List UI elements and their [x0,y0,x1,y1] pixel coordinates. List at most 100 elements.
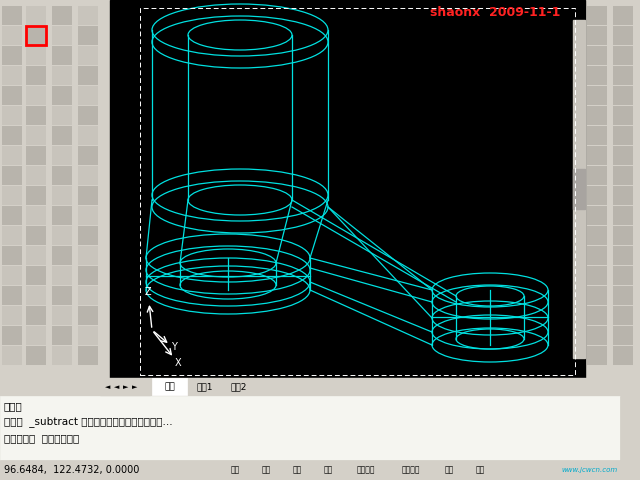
Bar [26,6,46,25]
Bar [52,106,72,125]
Text: 正交: 正交 [292,466,301,475]
Bar [52,26,72,45]
Bar [52,66,72,85]
Text: ◄: ◄ [106,384,111,390]
Bar [152,378,187,395]
Bar [78,126,98,145]
Bar [78,66,98,85]
Bar [2,26,22,45]
Text: 选择对象：  指定对角点：: 选择对象： 指定对角点： [4,433,79,443]
Bar [2,46,22,65]
Bar [587,246,607,265]
Bar [78,6,98,25]
Text: ►: ► [132,384,138,390]
Bar [587,286,607,305]
Bar [26,126,46,145]
Bar [52,226,72,245]
Bar [2,186,22,205]
Bar [78,346,98,365]
Bar [26,186,46,205]
Bar [78,186,98,205]
Bar [78,246,98,265]
Bar [52,326,72,345]
Bar [52,6,72,25]
Bar [613,326,633,345]
Text: 命令：  _subtract 选择要从中减去的实体或面域...: 命令： _subtract 选择要从中减去的实体或面域... [4,417,173,428]
Bar [587,86,607,105]
Bar [78,306,98,325]
Bar [78,206,98,225]
Bar [587,186,607,205]
Bar [313,461,343,479]
Bar [223,378,255,395]
Bar [613,246,633,265]
Bar [620,396,640,460]
Bar [52,246,72,265]
Bar [2,126,22,145]
Text: 捕捉: 捕捉 [230,466,239,475]
Bar [26,86,46,105]
Text: 对象追踪: 对象追踪 [402,466,420,475]
Text: 命令：: 命令： [4,401,23,411]
Bar [52,46,72,65]
Bar [78,106,98,125]
Bar [52,166,72,185]
Bar [613,86,633,105]
Bar [573,169,585,209]
Text: ►: ► [124,384,129,390]
Bar [0,460,640,480]
Bar [2,106,22,125]
Bar [434,461,464,479]
Bar [78,166,98,185]
Bar [52,146,72,165]
Bar [251,461,281,479]
Bar [587,346,607,365]
Bar [587,126,607,145]
Bar [52,266,72,285]
Bar [2,206,22,225]
Bar [110,0,585,378]
Text: 布兲1: 布兲1 [196,383,213,392]
Bar [26,306,46,325]
Bar [26,66,46,85]
Bar [613,146,633,165]
Bar [26,246,46,265]
Bar [0,378,640,396]
Bar [26,106,46,125]
Bar [2,166,22,185]
Bar [2,246,22,265]
Text: Y: Y [171,342,177,352]
Text: www.jcwcn.com: www.jcwcn.com [562,467,618,473]
Bar [613,266,633,285]
Bar [587,306,607,325]
Bar [587,226,607,245]
Bar [2,146,22,165]
Bar [26,26,46,45]
Bar [78,286,98,305]
Bar [2,66,22,85]
Bar [78,266,98,285]
Bar [78,146,98,165]
Bar [573,20,585,358]
Bar [2,86,22,105]
Bar [613,306,633,325]
Bar [220,461,250,479]
Bar [613,66,633,85]
Text: 模型: 模型 [476,466,484,475]
Bar [613,346,633,365]
Bar [587,326,607,345]
Bar [140,8,575,375]
Bar [2,346,22,365]
Bar [2,226,22,245]
Bar [52,186,72,205]
Bar [2,326,22,345]
Bar [189,378,221,395]
Text: 对象捕捉: 对象捕捉 [356,466,375,475]
Bar [2,6,22,25]
Text: X: X [175,358,181,368]
Bar [78,226,98,245]
Bar [587,26,607,45]
Bar [587,146,607,165]
Bar [587,46,607,65]
Bar [613,126,633,145]
